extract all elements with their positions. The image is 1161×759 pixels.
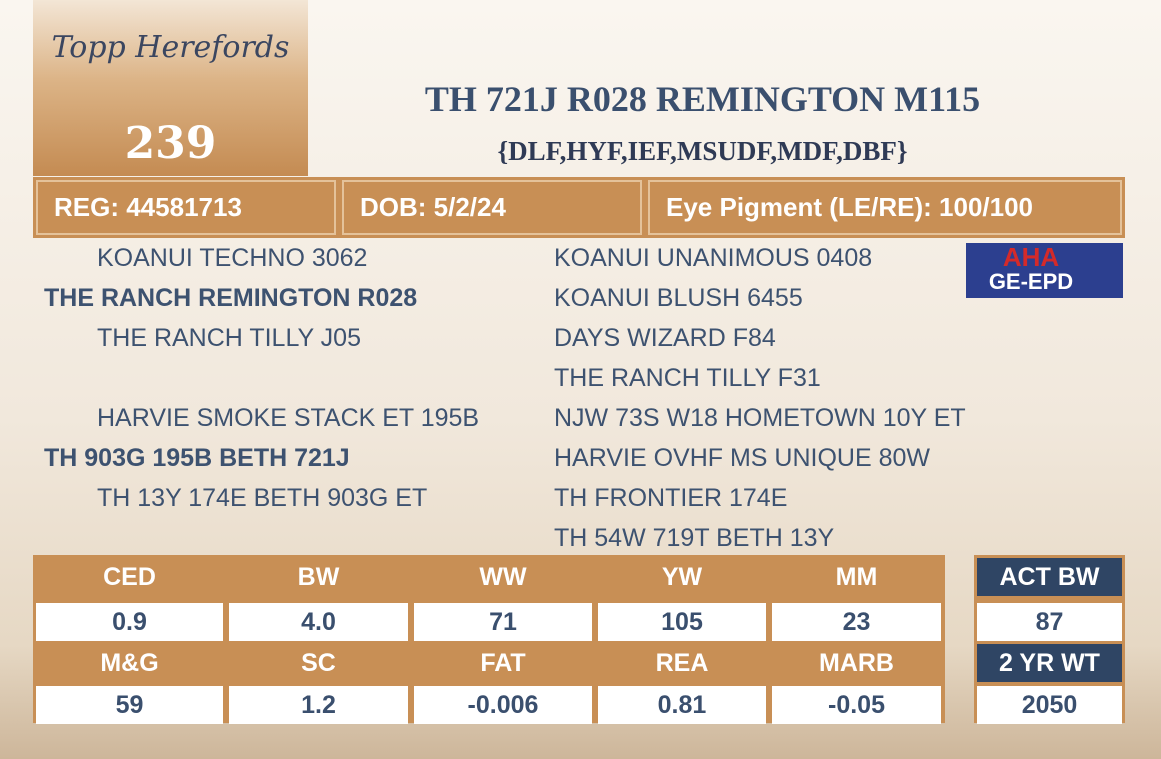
epd-header: FAT (480, 649, 526, 677)
perf-header: ACT BW (977, 558, 1122, 596)
pedigree-name: TH 903G 195B BETH 721J (44, 444, 350, 472)
epd-value: 4.0 (229, 603, 408, 641)
epd-table: CED 0.9 BW 4.0 WW 71 YW 105 MM 23 M&G 59 SC 1.2 FAT -0.… (33, 555, 945, 724)
grandparent-name: THE RANCH TILLY F31 (554, 364, 821, 392)
grandparent-name: DAYS WIZARD F84 (554, 324, 776, 352)
epd-value: 1.2 (229, 686, 408, 724)
pedigree-name: HARVIE SMOKE STACK ET 195B (97, 404, 480, 432)
info-bar: REG: 44581713 DOB: 5/2/24 Eye Pigment (L… (33, 177, 1125, 238)
info-cell: Eye Pigment (LE/RE): 100/100 (648, 180, 1122, 235)
epd-value: 105 (598, 603, 766, 641)
grandparent-name: TH 54W 719T BETH 13Y (554, 524, 835, 552)
epd-header: BW (297, 563, 340, 591)
epd-header: M&G (100, 649, 159, 677)
grandparent-name: NJW 73S W18 HOMETOWN 10Y ET (554, 404, 966, 432)
epd-value: 71 (414, 603, 592, 641)
brand: Topp Herefords (51, 30, 290, 65)
performance-table: ACT BW 87 2 YR WT 2050 (974, 555, 1125, 724)
pedigree-name: KOANUI TECHNO 3062 (97, 244, 368, 272)
perf-value: 87 (977, 603, 1122, 641)
epd-header: YW (661, 563, 703, 591)
epd-value: -0.05 (772, 686, 941, 724)
epd-header: CED (103, 563, 156, 591)
pedigree-name: THE RANCH TILLY J05 (97, 324, 361, 352)
badge-top: AHA (1002, 242, 1060, 272)
epd-value: 23 (772, 603, 941, 641)
pedigree-name: TH 13Y 174E BETH 903G ET (97, 484, 428, 512)
epd-value: 59 (36, 686, 223, 724)
badge: AHA GE-EPD (966, 243, 1123, 298)
info-cell: REG: 44581713 (36, 180, 336, 235)
epd-value: 0.9 (36, 603, 223, 641)
perf-header: 2 YR WT (977, 644, 1122, 682)
grandparent-name: HARVIE OVHF MS UNIQUE 80W (554, 444, 930, 472)
epd-value: 0.81 (598, 686, 766, 724)
logo: Topp Herefords 239 (33, 0, 308, 176)
lot-number: 239 (124, 118, 217, 169)
epd-header: MM (835, 563, 878, 591)
epd-header: SC (301, 649, 336, 677)
epd-header: MARB (819, 649, 894, 677)
title: TH 721J R028 REMINGTON M115 (424, 79, 981, 119)
badge-bottom: GE-EPD (988, 269, 1074, 294)
grandparent-name: KOANUI UNANIMOUS 0408 (554, 244, 873, 272)
grandparent-name: KOANUI BLUSH 6455 (554, 284, 803, 312)
perf-value: 2050 (977, 686, 1122, 724)
info-cell: DOB: 5/2/24 (342, 180, 642, 235)
subtitle: {DLF,HYF,IEF,MSUDF,MDF,DBF} (497, 136, 908, 166)
pedigree-name: THE RANCH REMINGTON R028 (44, 284, 418, 312)
grandparent-name: TH FRONTIER 174E (554, 484, 788, 512)
epd-header: REA (655, 649, 709, 677)
epd-value: -0.006 (414, 686, 592, 724)
epd-header: WW (479, 563, 527, 591)
